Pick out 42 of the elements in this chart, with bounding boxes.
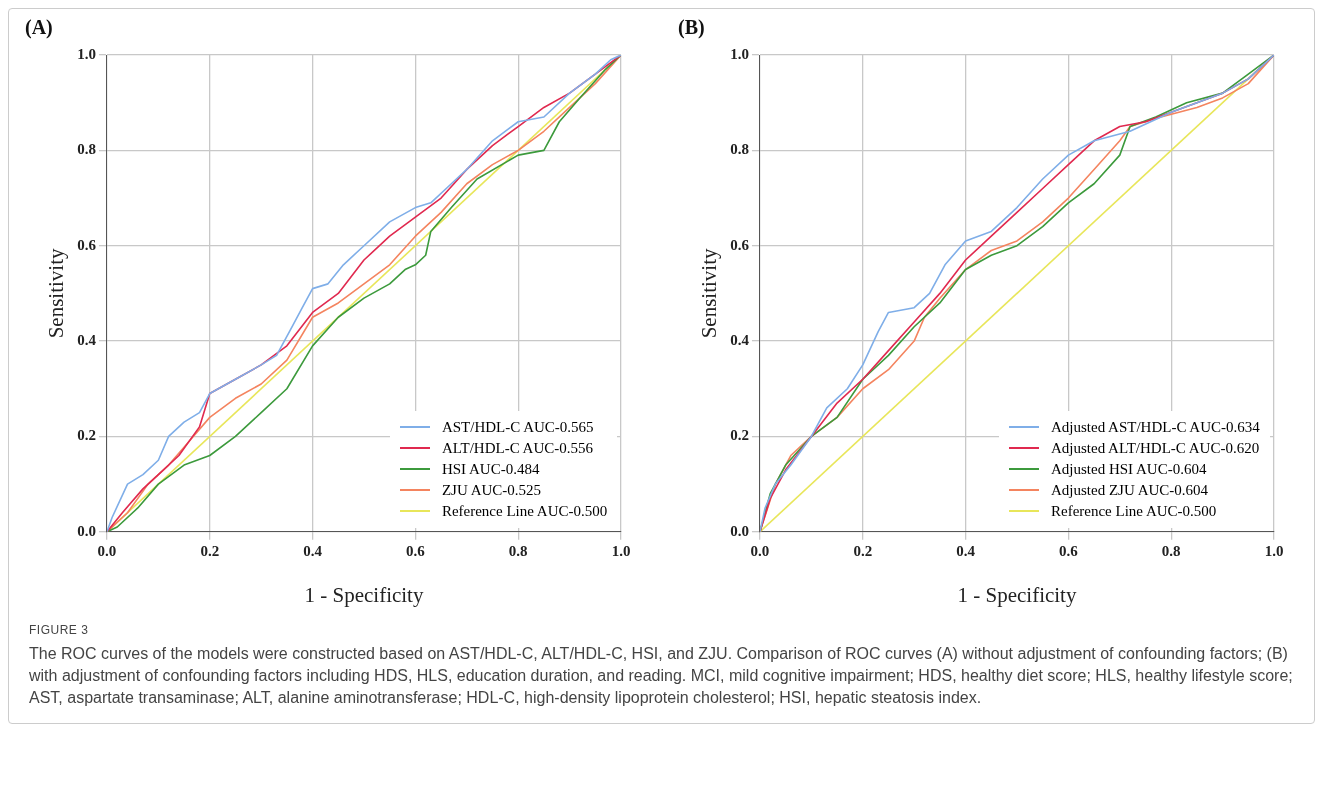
- y-tick-label: 0.4: [77, 331, 97, 348]
- x-tick-label: 0.4: [303, 542, 323, 559]
- x-tick-label: 0.6: [406, 542, 426, 559]
- y-axis-title: Sensitivity: [44, 247, 69, 339]
- legend-label: Adjusted AST/HDL-C AUC-0.634: [1050, 417, 1260, 437]
- y-tick-label: 0.4: [729, 331, 750, 348]
- x-axis-title: 1 - Specificity: [304, 582, 425, 607]
- text: The ROC curves of the models were constructed based on AST/HDL-C, ALT/HDL-C, HSI, and ZJU. Comparison of ROC curves (A) without adjustment of confounding factors; (B) with adjustment of confounding factors including HDS, HLS, education duration, and reading. MCI, mild cognitive impairment; HDS, healthy diet score; HLS, healthy lifestyle score; AST, aspartate transaminase; ALT, alanine aminotransferase; HDL-C, high-density lipoprotein cholesterol; HSI, hepatic steatosis index.: [29, 644, 1294, 708]
- legend-label: Adjusted HSI AUC-0.604: [1050, 459, 1207, 479]
- y-axis-title: Sensitivity: [696, 247, 721, 339]
- y-tick-label: 0.8: [729, 141, 749, 158]
- legend-label: Reference Line AUC-0.500: [441, 501, 608, 521]
- y-tick-label: 1.0: [77, 45, 97, 62]
- x-axis-title: 1 - Specificity: [957, 582, 1077, 607]
- caption: FIGURE 3: [29, 623, 90, 637]
- y-tick-label: 1.0: [729, 45, 749, 62]
- x-tick-label: 0.8: [509, 542, 528, 559]
- legend-label: Adjusted ZJU AUC-0.604: [1050, 480, 1209, 500]
- x-tick-label: 0.0: [97, 542, 117, 559]
- legend-label: HSI AUC-0.484: [441, 459, 540, 479]
- x-tick-label: 0.8: [1161, 542, 1181, 559]
- x-tick-label: 1.0: [1264, 542, 1284, 559]
- x-tick-label: 0.4: [955, 542, 976, 559]
- x-tick-label: 1.0: [611, 542, 631, 559]
- y-tick-label: 0.8: [77, 141, 97, 158]
- x-tick-label: 0.0: [750, 542, 770, 559]
- y-tick-label: 0.2: [729, 427, 749, 444]
- x-tick-label: 0.2: [200, 542, 220, 559]
- legend-label: AST/HDL-C AUC-0.565: [441, 417, 594, 437]
- legend-label: Reference Line AUC-0.500: [1050, 501, 1217, 521]
- y-tick-label: 0.0: [729, 522, 749, 539]
- legend-label: ZJU AUC-0.525: [441, 480, 542, 500]
- y-tick-label: 0.6: [729, 236, 750, 253]
- chart-title: (B): [677, 16, 705, 40]
- y-tick-label: 0.2: [77, 427, 97, 444]
- x-tick-label: 0.2: [853, 542, 872, 559]
- y-tick-label: 0.6: [77, 236, 97, 253]
- chart-title: (A): [25, 16, 54, 40]
- y-tick-label: 0.0: [77, 522, 97, 539]
- legend-label: Adjusted ALT/HDL-C AUC-0.620: [1050, 438, 1260, 458]
- x-tick-label: 0.6: [1058, 542, 1079, 559]
- legend-label: ALT/HDL-C AUC-0.556: [441, 438, 594, 458]
